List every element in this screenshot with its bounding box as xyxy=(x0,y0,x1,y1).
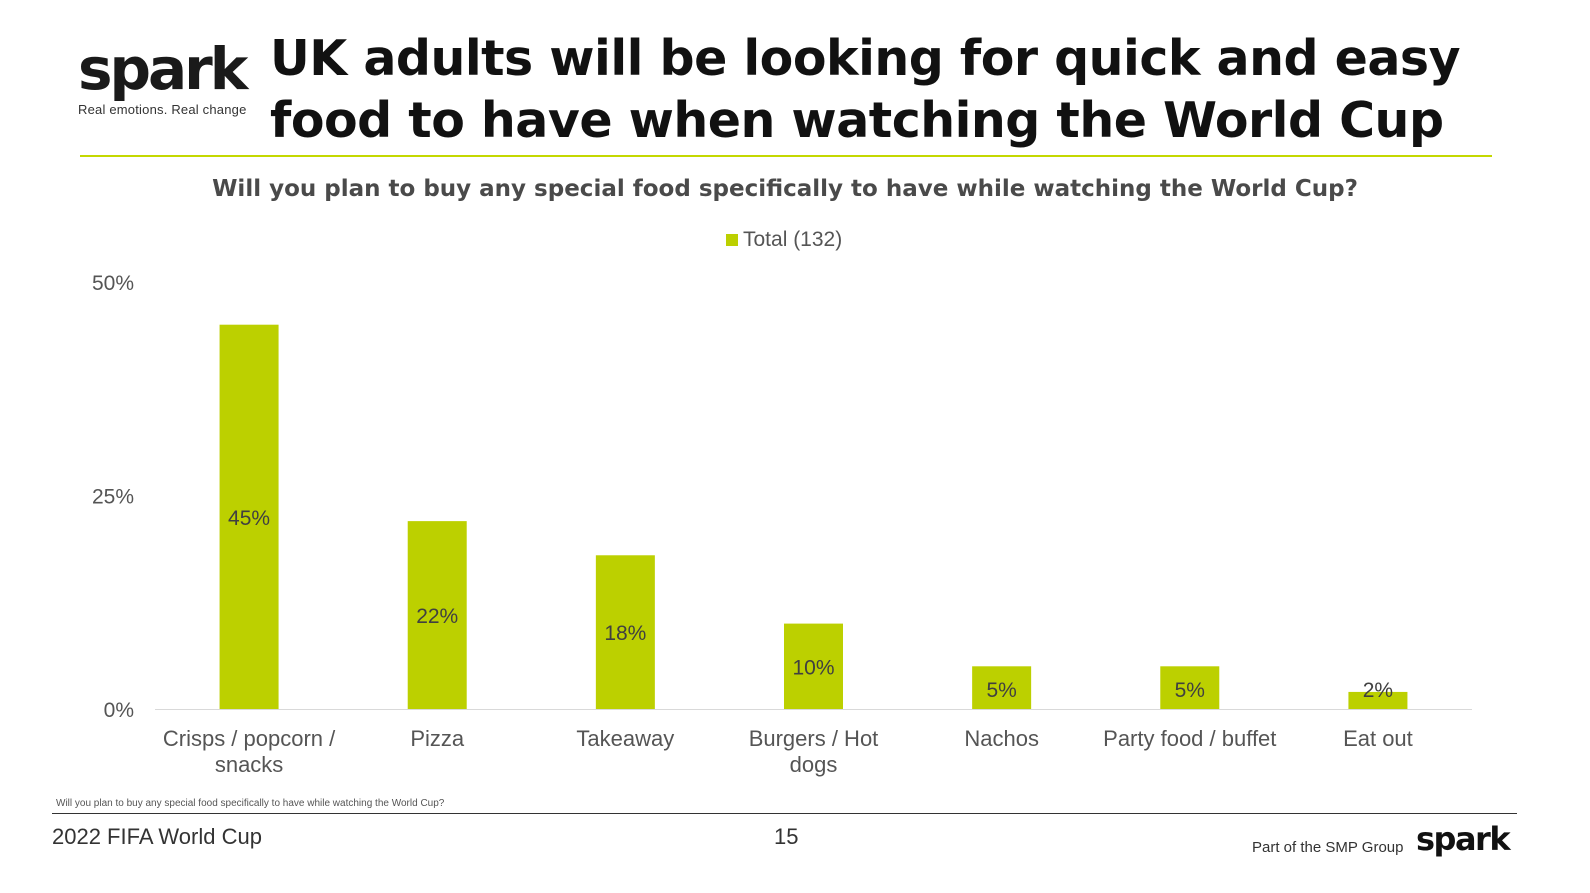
logo-tagline: Real emotions. Real change xyxy=(78,102,247,117)
chart-title: Will you plan to buy any special food sp… xyxy=(212,176,1358,202)
legend-label: Total (132) xyxy=(743,228,843,251)
category-label: Takeaway xyxy=(576,726,674,751)
bar xyxy=(595,555,655,709)
logo-wordmark: spark xyxy=(78,35,248,103)
spark-logo: spark Real emotions. Real change xyxy=(78,35,248,117)
category-label: Eat out xyxy=(1343,726,1413,751)
footnote: Will you plan to buy any special food sp… xyxy=(56,798,445,809)
group-label: Part of the SMP Group xyxy=(1252,839,1404,856)
category-label: Pizza xyxy=(410,726,465,751)
bar xyxy=(219,324,279,709)
data-label: 22% xyxy=(416,605,458,628)
bar xyxy=(972,666,1032,709)
footer-spark-logo: spark xyxy=(1416,820,1511,858)
footer-divider xyxy=(52,813,1517,814)
bar xyxy=(784,623,843,709)
data-label: 10% xyxy=(792,656,834,679)
data-label: 5% xyxy=(986,679,1016,702)
slide-title: UK adults will be looking for quick and … xyxy=(270,30,1461,149)
title-divider xyxy=(80,155,1492,157)
data-label: 2% xyxy=(1363,679,1393,702)
y-tick-label: 25% xyxy=(92,486,134,509)
bar xyxy=(1160,666,1220,709)
category-label: Nachos xyxy=(964,726,1039,751)
y-tick-label: 50% xyxy=(92,272,134,295)
bar xyxy=(407,521,467,709)
chart-legend: Total (132) xyxy=(726,228,842,252)
data-label: 45% xyxy=(228,507,270,530)
footer-event: 2022 FIFA World Cup xyxy=(52,824,262,849)
category-label: Burgers / Hot xyxy=(749,726,879,751)
y-tick-label: 0% xyxy=(104,699,134,722)
data-label: 18% xyxy=(604,622,646,645)
category-label: dogs xyxy=(790,752,838,777)
category-label: Party food / buffet xyxy=(1103,726,1276,751)
page-number: 15 xyxy=(774,824,799,849)
legend-swatch xyxy=(726,234,738,246)
bar xyxy=(1348,691,1408,709)
category-label: Crisps / popcorn / xyxy=(163,726,336,751)
category-label: snacks xyxy=(215,752,283,777)
data-label: 5% xyxy=(1175,679,1205,702)
